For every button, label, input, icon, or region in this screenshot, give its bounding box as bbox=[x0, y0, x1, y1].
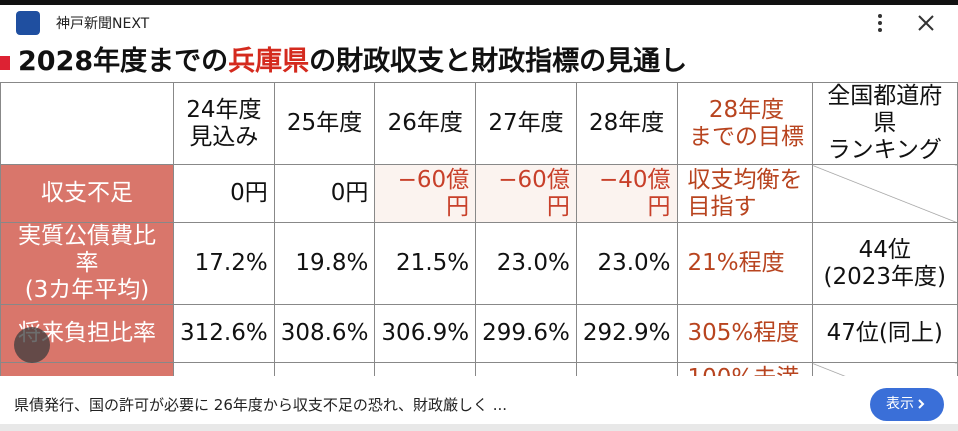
cell: −40億円 bbox=[575, 164, 678, 223]
empty-cell bbox=[811, 362, 958, 376]
cell: 306.9% bbox=[374, 304, 477, 363]
empty-cell bbox=[811, 164, 958, 223]
lens-button[interactable] bbox=[14, 327, 50, 363]
view-button[interactable]: 表示 bbox=[870, 388, 944, 421]
data-row: 将来負担比率 312.6% 308.6% 306.9% 299.6% 292.9% 305%… bbox=[0, 304, 958, 363]
cell: 292.9% bbox=[575, 304, 678, 363]
title-part: 兵庫県 bbox=[228, 46, 310, 77]
cell: 0円 bbox=[273, 164, 376, 223]
cell: 299.6% bbox=[475, 304, 577, 363]
cell: −60億円 bbox=[374, 164, 477, 223]
cell: 308.6% bbox=[273, 304, 376, 363]
cell: 99.4% bbox=[374, 362, 477, 376]
title-part: の財政収支と財政指標の見通し bbox=[309, 46, 688, 77]
cell: 47位(同上) bbox=[811, 304, 958, 363]
row-header: 経常収支比率 bbox=[0, 362, 175, 376]
more-button[interactable] bbox=[870, 11, 890, 35]
cell: 19.8% bbox=[273, 222, 376, 305]
cell: 98.5% bbox=[575, 362, 678, 376]
data-row: 経常収支比率99.4%98.3%99.4%98.1%98.5%100%未満 を維… bbox=[0, 362, 958, 376]
data-table: 24年度 見込み 25年度 26年度 27年度 28年度 28年度 までの目標 全国都道府県… bbox=[0, 82, 958, 376]
column-header: 24年度 見込み bbox=[173, 82, 275, 165]
column-header: 27年度 bbox=[475, 82, 577, 165]
cell: 21%程度 bbox=[676, 222, 813, 305]
column-header: 28年度 までの目標 bbox=[676, 82, 813, 165]
cell: 100%未満 を維持 bbox=[676, 362, 813, 376]
title-part: 2028年度までの bbox=[18, 46, 229, 77]
source-name: 神戸新聞NEXT bbox=[56, 16, 150, 32]
corner-cell bbox=[0, 82, 175, 165]
image-title: 2028年度までの兵庫県の財政収支と財政指標の見通し bbox=[0, 43, 687, 81]
source-logo bbox=[16, 11, 40, 35]
cell: 44位 (2023年度) bbox=[811, 222, 958, 305]
cell: 収支均衡を 目指す bbox=[676, 164, 813, 223]
bottom-strip bbox=[0, 424, 958, 431]
cell: 98.1% bbox=[475, 362, 577, 376]
data-row: 収支不足 0円 0円 −60億円 −60億円 −40億円 収支均衡を 目指す bbox=[0, 164, 958, 223]
cell: 17.2% bbox=[173, 222, 275, 305]
close-button[interactable] bbox=[914, 11, 938, 35]
app-bar: 神戸新聞NEXT bbox=[0, 5, 958, 41]
row-header: 収支不足 bbox=[0, 164, 175, 223]
cell: 23.0% bbox=[575, 222, 678, 305]
cell: 99.4% bbox=[173, 362, 275, 376]
cell: 23.0% bbox=[475, 222, 577, 305]
cell: 21.5% bbox=[374, 222, 477, 305]
cell: −60億円 bbox=[475, 164, 577, 223]
column-header: 全国都道府県 ランキング bbox=[811, 82, 958, 165]
status-line bbox=[0, 0, 958, 5]
data-row: 実質公債費比率 (3カ年平均) 17.2% 19.8% 21.5% 23.0% 23.0%… bbox=[0, 222, 958, 305]
cell: 312.6% bbox=[173, 304, 275, 363]
column-header: 28年度 bbox=[575, 82, 678, 165]
column-header: 25年度 bbox=[273, 82, 376, 165]
cell: 0円 bbox=[173, 164, 275, 223]
column-header: 26年度 bbox=[374, 82, 477, 165]
article-image[interactable]: 2028年度までの兵庫県の財政収支と財政指標の見通し 24年度 見込み 25年度 2… bbox=[0, 41, 958, 376]
cell: 98.3% bbox=[273, 362, 376, 376]
button-label: 表示 bbox=[886, 396, 914, 412]
row-header: 実質公債費比率 (3カ年平均) bbox=[0, 222, 175, 305]
headline[interactable]: 県債発行、国の許可が必要に 26年度から収支不足の恐れ、財政厳しく ... bbox=[14, 396, 508, 414]
header-row: 24年度 見込み 25年度 26年度 27年度 28年度 28年度 までの目標 全国都道府県… bbox=[0, 82, 958, 165]
chevron bbox=[918, 399, 925, 409]
cell: 305%程度 bbox=[676, 304, 813, 363]
